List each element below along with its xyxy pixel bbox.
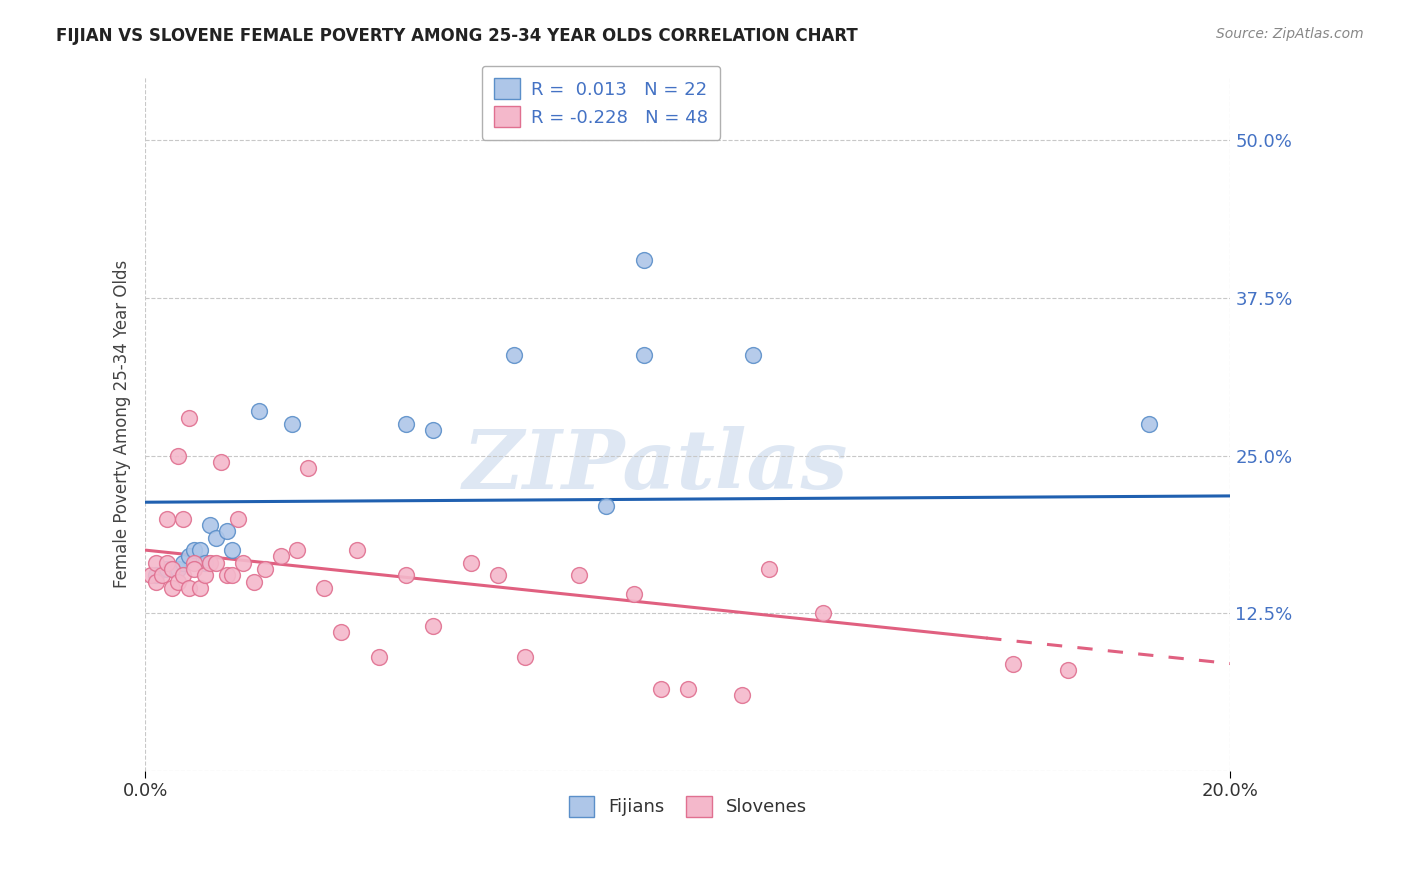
Point	[145, 568, 167, 582]
Point	[183, 562, 205, 576]
Point	[209, 455, 232, 469]
Point	[1137, 417, 1160, 431]
Point	[156, 562, 179, 576]
Point	[194, 556, 217, 570]
Point	[145, 556, 167, 570]
Point	[1056, 663, 1078, 677]
Point	[1002, 657, 1025, 671]
Point	[243, 574, 266, 589]
Point	[167, 449, 190, 463]
Point	[167, 574, 190, 589]
Point	[177, 581, 200, 595]
Point	[215, 568, 238, 582]
Point	[281, 417, 304, 431]
Point	[247, 404, 270, 418]
Point	[395, 568, 418, 582]
Point	[270, 549, 292, 564]
Y-axis label: Female Poverty Among 25-34 Year Olds: Female Poverty Among 25-34 Year Olds	[114, 260, 131, 588]
Text: ZIPatlas: ZIPatlas	[463, 425, 848, 506]
Point	[503, 348, 526, 362]
Point	[221, 543, 243, 558]
Point	[742, 348, 765, 362]
Point	[633, 348, 655, 362]
Point	[650, 681, 672, 696]
Point	[215, 524, 238, 539]
Point	[162, 562, 184, 576]
Point	[188, 581, 211, 595]
Point	[226, 511, 249, 525]
Point	[595, 499, 617, 513]
Point	[346, 543, 368, 558]
Point	[139, 568, 162, 582]
Point	[156, 511, 179, 525]
Point	[253, 562, 276, 576]
Point	[568, 568, 591, 582]
Point	[513, 650, 536, 665]
Point	[813, 606, 835, 620]
Point	[156, 556, 179, 570]
Point	[758, 562, 780, 576]
Point	[145, 574, 167, 589]
Point	[395, 417, 418, 431]
Point	[172, 511, 194, 525]
Point	[177, 549, 200, 564]
Point	[297, 461, 319, 475]
Point	[150, 568, 173, 582]
Point	[422, 619, 444, 633]
Point	[676, 681, 699, 696]
Point	[221, 568, 243, 582]
Point	[422, 423, 444, 437]
Point	[232, 556, 254, 570]
Point	[162, 581, 184, 595]
Text: FIJIAN VS SLOVENE FEMALE POVERTY AMONG 25-34 YEAR OLDS CORRELATION CHART: FIJIAN VS SLOVENE FEMALE POVERTY AMONG 2…	[56, 27, 858, 45]
Point	[731, 688, 754, 702]
Point	[285, 543, 308, 558]
Point	[183, 543, 205, 558]
Point	[623, 587, 645, 601]
Point	[633, 253, 655, 268]
Point	[205, 531, 228, 545]
Point	[183, 556, 205, 570]
Point	[167, 562, 190, 576]
Point	[329, 625, 352, 640]
Legend: Fijians, Slovenes: Fijians, Slovenes	[561, 789, 814, 824]
Point	[188, 543, 211, 558]
Point	[172, 556, 194, 570]
Point	[367, 650, 389, 665]
Point	[200, 556, 222, 570]
Point	[177, 410, 200, 425]
Point	[486, 568, 509, 582]
Point	[314, 581, 336, 595]
Point	[460, 556, 482, 570]
Text: Source: ZipAtlas.com: Source: ZipAtlas.com	[1216, 27, 1364, 41]
Point	[172, 568, 194, 582]
Point	[200, 517, 222, 532]
Point	[205, 556, 228, 570]
Point	[194, 568, 217, 582]
